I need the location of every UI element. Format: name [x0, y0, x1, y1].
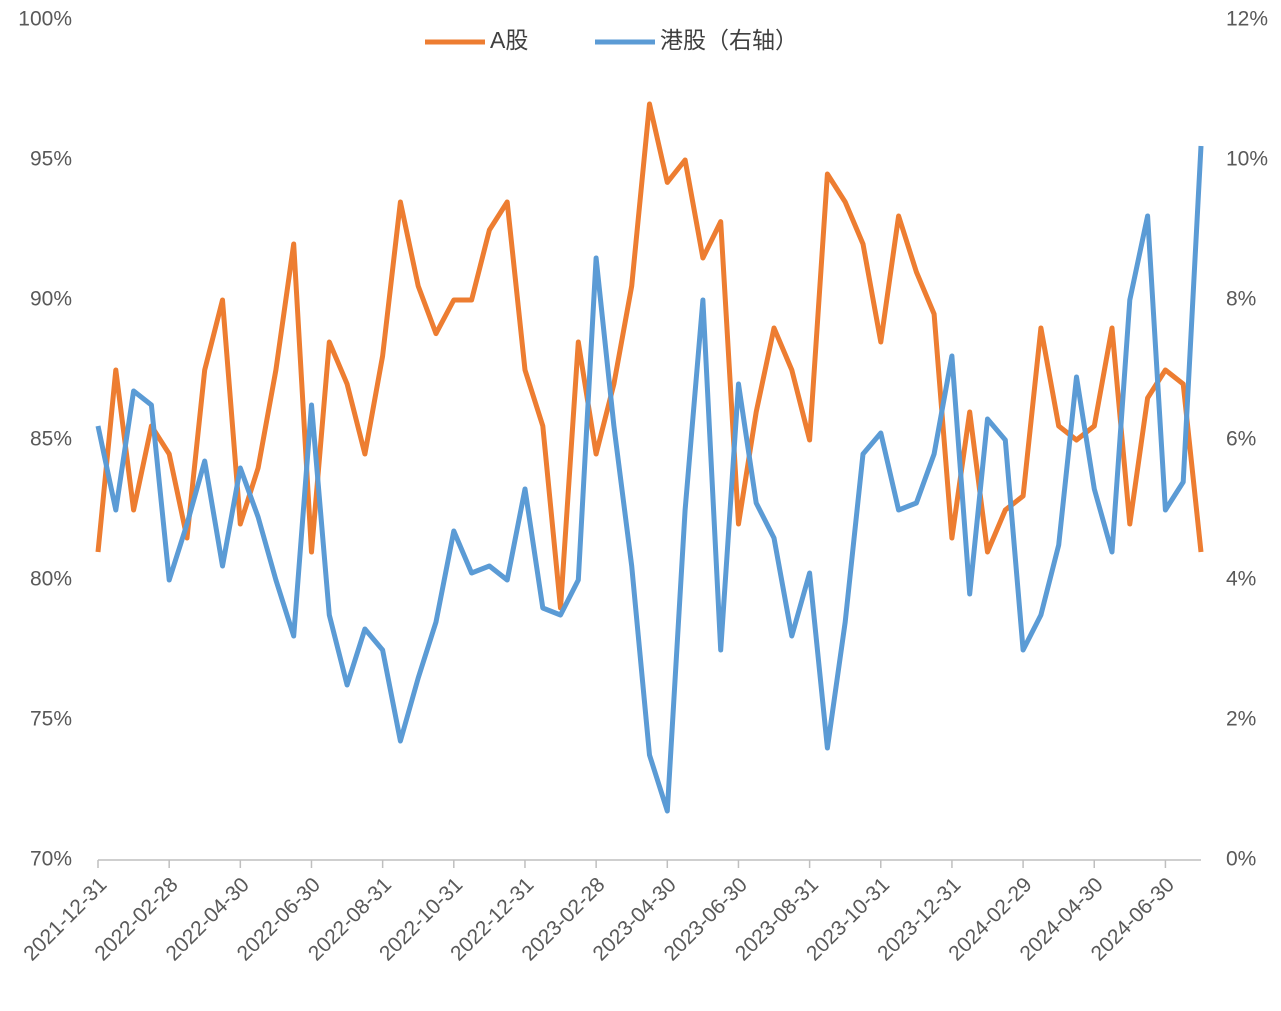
- y-tick-label: 75%: [30, 708, 72, 731]
- legend-label: A股: [490, 27, 528, 53]
- y-tick-label: 90%: [30, 288, 72, 311]
- y2-tick-label: 10%: [1226, 148, 1268, 171]
- y2-tick-label: 12%: [1226, 8, 1268, 31]
- y2-tick-label: 8%: [1226, 288, 1256, 311]
- y2-tick-label: 2%: [1226, 708, 1256, 731]
- y-tick-label: 85%: [30, 428, 72, 451]
- y-tick-label: 70%: [30, 848, 72, 871]
- y-tick-label: 80%: [30, 568, 72, 591]
- series-line: [95, 101, 1204, 611]
- series-line: [95, 145, 1204, 814]
- y2-tick-label: 4%: [1226, 568, 1256, 591]
- y-tick-label: 100%: [18, 8, 72, 31]
- legend-label: 港股（右轴）: [660, 27, 798, 53]
- y-tick-label: 95%: [30, 148, 72, 171]
- y2-tick-label: 0%: [1226, 848, 1256, 871]
- y2-tick-label: 6%: [1226, 428, 1256, 451]
